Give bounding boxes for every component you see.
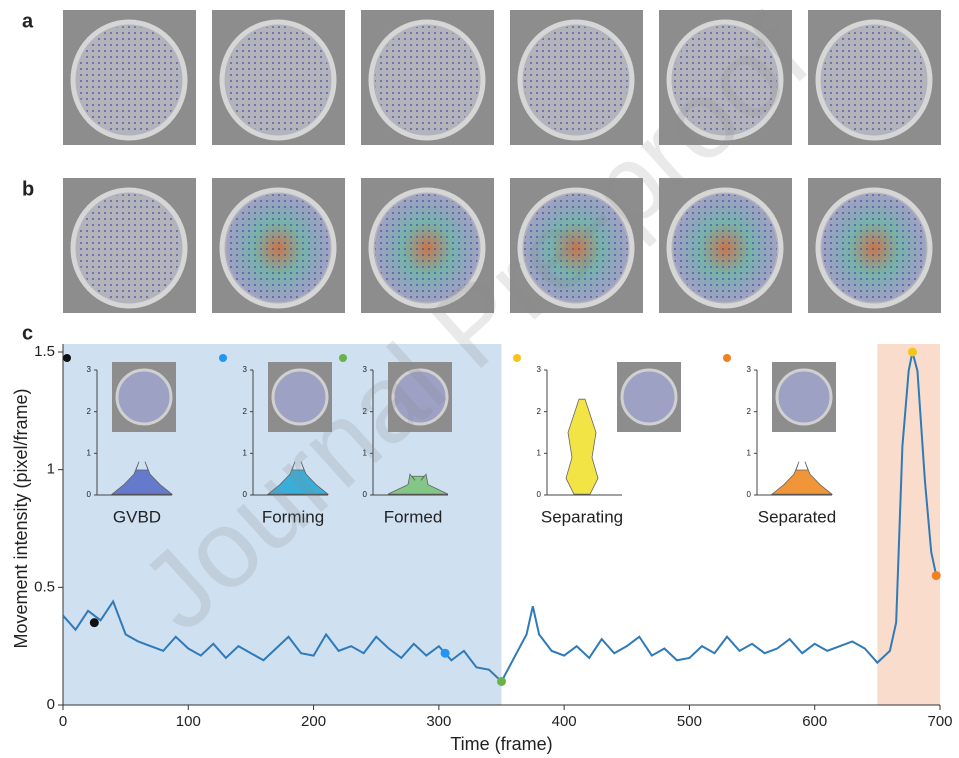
stage-marker xyxy=(497,676,506,686)
inset-tick-label: 2 xyxy=(363,407,368,416)
inset-cell xyxy=(271,368,329,426)
inset-tick-label: 1 xyxy=(363,448,368,457)
inset-tick-label: 0 xyxy=(363,490,368,499)
vector-field xyxy=(673,194,777,302)
stage-marker xyxy=(931,571,941,581)
inset-tick-label: 0 xyxy=(87,490,92,499)
inset-tick-label: 3 xyxy=(537,365,542,374)
violin xyxy=(770,461,834,495)
inset-tick-label: 2 xyxy=(537,407,542,416)
inset-tick-label: 2 xyxy=(87,407,92,416)
x-tick-label: 300 xyxy=(426,713,451,730)
panel-label: b xyxy=(22,178,34,200)
x-tick-label: 200 xyxy=(301,713,326,730)
inset-key-dot xyxy=(513,354,521,362)
inset-cell xyxy=(391,368,449,426)
panel-label: c xyxy=(22,322,33,344)
vector-field xyxy=(822,194,926,302)
inset-cell xyxy=(115,368,173,426)
inset-tick-label: 2 xyxy=(747,407,752,416)
line xyxy=(62,351,938,684)
inset-tick-label: 0 xyxy=(243,490,248,499)
vector-field xyxy=(77,194,181,302)
inset-tick-label: 0 xyxy=(747,490,752,499)
shaded-region xyxy=(877,344,940,705)
x-axis-label: Time (frame) xyxy=(450,734,552,754)
inset-key-dot xyxy=(339,354,347,362)
image-tiles xyxy=(63,10,941,313)
vector-field xyxy=(673,26,777,134)
inset-key-dot xyxy=(219,354,227,362)
inset-tick-label: 3 xyxy=(747,365,752,374)
inset-label: Formed xyxy=(384,507,443,526)
inset-label: Separating xyxy=(541,507,623,526)
x-tick-label: 500 xyxy=(677,713,702,730)
vector-field xyxy=(226,26,330,134)
x-tick-label: 400 xyxy=(552,713,577,730)
vector-field xyxy=(375,194,479,302)
inset-tick-label: 1 xyxy=(243,448,248,457)
inset-tick-label: 2 xyxy=(243,407,248,416)
inset-tick-label: 1 xyxy=(87,448,92,457)
inset-tick-label: 1 xyxy=(747,448,752,457)
inset-label: GVBD xyxy=(113,507,161,526)
x-tick-label: 0 xyxy=(59,713,67,730)
y-tick-label: 1.5 xyxy=(34,343,55,360)
inset-tick-label: 3 xyxy=(87,365,92,374)
inset-tick-label: 0 xyxy=(537,490,542,499)
panel-label: a xyxy=(22,10,34,32)
stage-marker xyxy=(440,648,450,658)
inset-key-dot xyxy=(63,354,71,362)
inset-tick-label: 3 xyxy=(363,365,368,374)
inset-cell xyxy=(620,368,678,426)
inset-key-dot xyxy=(723,354,731,362)
x-tick-label: 700 xyxy=(927,713,952,730)
inset-label: Forming xyxy=(262,507,324,526)
y-axis-label: Movement intensity (pixel/frame) xyxy=(11,388,31,648)
y-tick-label: 0.5 xyxy=(34,578,55,595)
violin xyxy=(565,398,599,495)
x-tick-label: 600 xyxy=(802,713,827,730)
violin xyxy=(266,461,330,495)
violin xyxy=(110,461,174,495)
inset-tick-label: 3 xyxy=(243,365,248,374)
y-tick-label: 0 xyxy=(47,696,55,713)
vector-field xyxy=(524,194,628,302)
y-tick-label: 1 xyxy=(47,461,55,478)
vector-field xyxy=(822,26,926,134)
vector-field xyxy=(77,26,181,134)
x-tick-label: 100 xyxy=(176,713,201,730)
inset-label: Separated xyxy=(758,507,836,526)
inset-cell xyxy=(775,368,833,426)
vector-field xyxy=(226,194,330,302)
violin xyxy=(387,473,449,495)
stage-marker xyxy=(907,347,917,357)
vector-field xyxy=(375,26,479,134)
stage-marker xyxy=(89,618,99,628)
vector-field xyxy=(524,26,628,134)
inset-tick-label: 1 xyxy=(537,448,542,457)
